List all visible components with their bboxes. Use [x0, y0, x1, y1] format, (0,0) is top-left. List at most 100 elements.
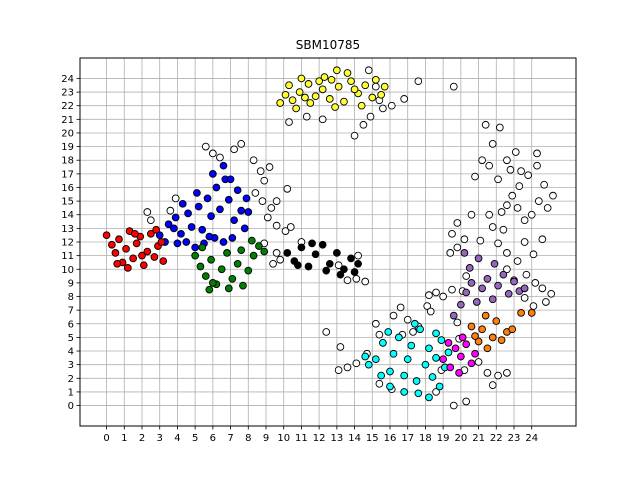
data-point — [386, 367, 394, 376]
y-tick-label: 22 — [61, 101, 74, 112]
data-point — [542, 298, 550, 306]
data-point — [444, 348, 453, 357]
data-point — [492, 317, 501, 325]
data-point — [308, 239, 316, 248]
x-tick-label: 1 — [121, 433, 127, 444]
data-point — [474, 358, 483, 366]
data-point — [228, 234, 237, 242]
data-point — [380, 82, 389, 91]
data-point — [522, 270, 531, 279]
data-point — [400, 371, 409, 380]
data-point — [414, 389, 423, 398]
x-tick-label: 7 — [227, 433, 233, 444]
x-axis: 0 1 2 3 4 5 6 7 8 9 10 11 12 13 14 15 16 17 18 19 20 21 22 23 24 — [103, 426, 538, 444]
data-point — [520, 294, 529, 302]
data-point — [407, 341, 416, 350]
data-point — [294, 261, 302, 270]
data-point — [143, 247, 152, 256]
data-point — [219, 161, 228, 170]
y-tick-label: 8 — [68, 292, 74, 303]
data-point — [166, 206, 175, 215]
data-point — [311, 92, 320, 101]
data-point — [414, 77, 423, 86]
data-point — [242, 194, 251, 203]
data-point — [203, 194, 212, 203]
data-point — [481, 311, 490, 320]
data-point — [457, 352, 465, 361]
data-point — [409, 328, 417, 336]
data-point — [322, 328, 331, 336]
data-point — [281, 227, 290, 235]
data-point — [224, 195, 233, 204]
data-point — [283, 249, 292, 257]
data-point — [533, 149, 541, 158]
data-point — [276, 255, 285, 264]
x-tick-label: 17 — [401, 433, 414, 444]
data-point — [494, 175, 502, 184]
data-point — [322, 266, 331, 275]
x-tick-label: 11 — [295, 433, 308, 444]
data-point — [327, 75, 336, 84]
data-point — [451, 344, 460, 353]
data-point — [157, 238, 166, 246]
data-point — [350, 85, 359, 94]
x-tick-label: 12 — [313, 433, 326, 444]
data-point — [503, 249, 511, 257]
data-point — [524, 171, 533, 180]
data-point — [513, 257, 522, 265]
data-point — [503, 201, 511, 210]
data-point — [529, 250, 538, 259]
data-point — [230, 145, 238, 154]
y-tick-label: 13 — [61, 224, 74, 235]
data-point — [389, 349, 398, 358]
data-point — [471, 172, 479, 181]
data-point — [517, 309, 525, 317]
data-point — [488, 333, 497, 342]
data-point — [347, 254, 355, 263]
data-point — [216, 153, 224, 162]
data-point — [194, 202, 203, 211]
y-tick-label: 23 — [61, 88, 74, 99]
data-point — [371, 355, 380, 364]
data-point — [285, 81, 293, 90]
data-point — [549, 191, 557, 200]
data-point — [517, 167, 525, 175]
data-point — [217, 265, 226, 274]
data-point — [182, 238, 191, 246]
data-point — [497, 336, 506, 344]
data-point — [471, 349, 479, 358]
data-point — [437, 336, 446, 344]
data-point — [488, 295, 497, 304]
data-point — [295, 88, 304, 96]
data-point — [233, 186, 242, 195]
data-point — [426, 307, 435, 316]
data-point — [207, 212, 215, 220]
data-point — [152, 225, 161, 234]
data-point — [400, 388, 409, 396]
data-point — [318, 240, 327, 249]
data-point — [428, 373, 437, 381]
data-point — [343, 363, 352, 372]
data-point — [249, 251, 258, 260]
data-point — [233, 259, 242, 268]
data-point — [425, 344, 433, 353]
data-point — [138, 251, 146, 260]
data-point — [478, 284, 486, 293]
x-tick-label: 0 — [103, 433, 109, 444]
data-point — [432, 388, 440, 396]
data-point — [276, 99, 285, 107]
data-point — [288, 96, 297, 105]
data-point — [386, 382, 394, 391]
data-point — [453, 243, 462, 252]
data-point — [333, 66, 341, 75]
x-tick-label: 18 — [419, 433, 432, 444]
y-tick-label: 0 — [68, 401, 74, 412]
data-point — [506, 165, 515, 174]
data-point — [297, 74, 306, 83]
data-point — [371, 82, 380, 91]
data-point — [538, 235, 547, 244]
data-point — [478, 156, 486, 165]
data-point — [488, 223, 497, 231]
data-point — [400, 95, 409, 103]
